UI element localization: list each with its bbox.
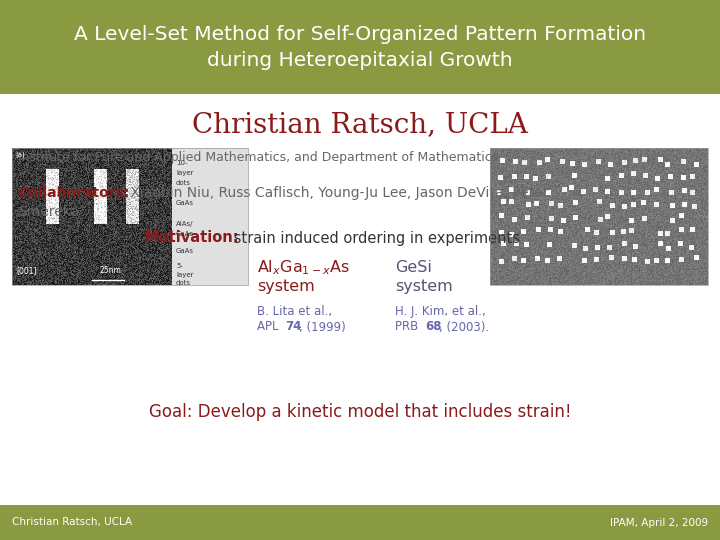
Text: dots: dots: [176, 180, 191, 186]
Bar: [0, 505, 720, 540]
Text: 10-: 10-: [176, 160, 187, 166]
Text: PRB: PRB: [395, 321, 422, 334]
Text: system: system: [395, 279, 453, 294]
Text: H. J. Kim, et al.,: H. J. Kim, et al.,: [395, 306, 486, 319]
Text: B. Lita et al.,: B. Lita et al.,: [257, 306, 332, 319]
Text: Smereka: Smereka: [18, 205, 79, 219]
Text: dots: dots: [176, 280, 191, 286]
Text: IPAM, April 2, 2009: IPAM, April 2, 2009: [610, 517, 708, 528]
Text: [001]: [001]: [16, 266, 37, 275]
Text: Goal: Develop a kinetic model that includes strain!: Goal: Develop a kinetic model that inclu…: [149, 403, 571, 421]
Text: GeSi: GeSi: [395, 260, 432, 275]
Text: (a): (a): [15, 152, 24, 159]
Text: 74: 74: [285, 321, 302, 334]
Text: Al$_x$Ga$_{1-x}$As: Al$_x$Ga$_{1-x}$As: [257, 259, 351, 278]
Text: system: system: [257, 279, 315, 294]
Text: , (2003).: , (2003).: [439, 321, 489, 334]
Text: A Level-Set Method for Self-Organized Pattern Formation: A Level-Set Method for Self-Organized Pa…: [74, 24, 646, 44]
Text: during Heteroepitaxial Growth: during Heteroepitaxial Growth: [207, 51, 513, 70]
Text: Christian Ratsch, UCLA: Christian Ratsch, UCLA: [192, 111, 528, 138]
Text: Motivation:: Motivation:: [145, 231, 240, 246]
Text: AlAs/: AlAs/: [176, 221, 194, 227]
Text: GaAs: GaAs: [176, 248, 194, 254]
Bar: [0, 0, 720, 94]
Text: Xiaobin Niu, Russ Caflisch, Young-Ju Lee, Jason DeVita, Peter: Xiaobin Niu, Russ Caflisch, Young-Ju Lee…: [126, 186, 549, 200]
Text: 25nm: 25nm: [100, 266, 122, 275]
Text: 68: 68: [425, 321, 441, 334]
Text: strain induced ordering in experiments: strain induced ordering in experiments: [229, 231, 520, 246]
Text: layer: layer: [176, 170, 194, 176]
Text: layer: layer: [176, 272, 194, 278]
Bar: [490, 148, 708, 285]
Text: Institute for Pure and Applied Mathematics, and Department of Mathematics: Institute for Pure and Applied Mathemati…: [18, 151, 498, 164]
Bar: [12, 148, 248, 285]
Text: , (1999): , (1999): [299, 321, 346, 334]
Text: GaAs: GaAs: [176, 231, 194, 237]
Text: Christian Ratsch, UCLA: Christian Ratsch, UCLA: [12, 517, 132, 528]
Text: APL: APL: [257, 321, 282, 334]
Text: GaAs: GaAs: [176, 200, 194, 206]
Text: 5-: 5-: [176, 263, 183, 269]
Text: Collaborators:: Collaborators:: [18, 186, 130, 200]
